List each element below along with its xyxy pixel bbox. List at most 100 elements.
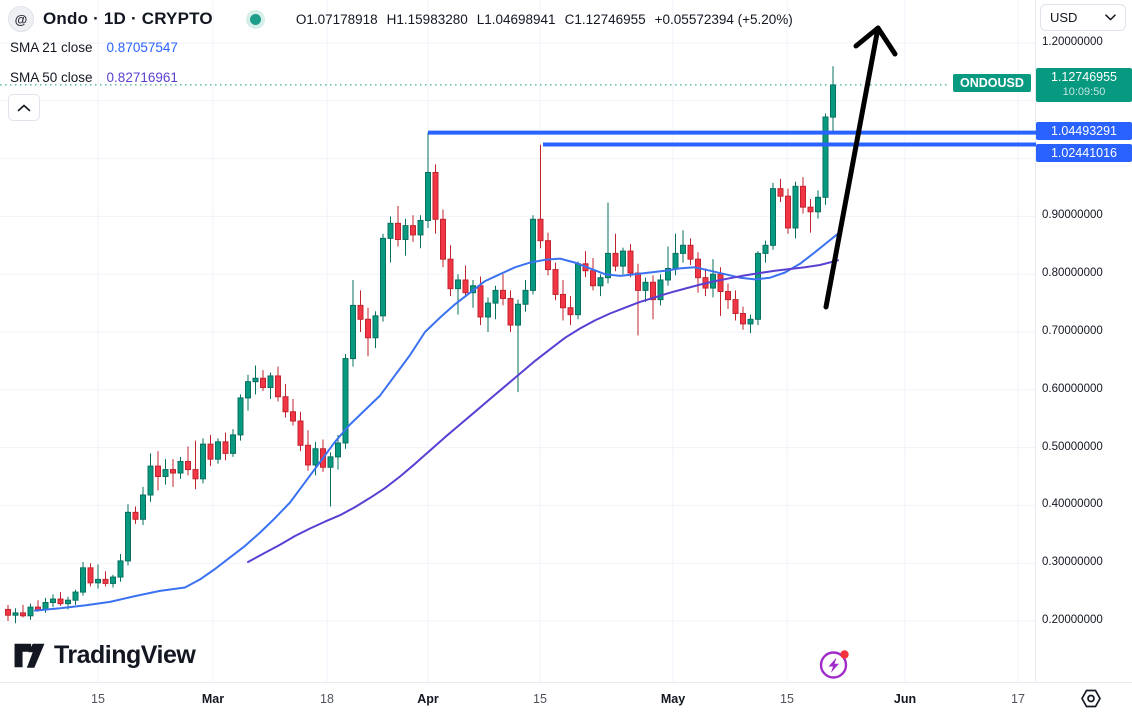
time-axis-label: Mar — [201, 692, 225, 706]
candle-body-up — [770, 188, 776, 246]
hexagon-nut-icon — [1081, 689, 1101, 708]
candle-body-down — [635, 272, 641, 291]
candle-body-up — [522, 289, 529, 305]
candle-body-down — [447, 258, 454, 290]
candle-body-down — [462, 279, 469, 294]
candle-body-up — [65, 599, 71, 605]
time-axis-label: Jun — [893, 692, 917, 706]
sma50-line[interactable] — [247, 259, 839, 563]
candle-body-up — [215, 441, 221, 460]
indicator-legend-sma50[interactable]: SMA 50 close 0.82716961 — [10, 70, 178, 85]
candle-body-up — [387, 222, 394, 239]
candle-body-up — [267, 375, 274, 388]
last-price-badge: 1.12746955 10:09:50 — [1036, 67, 1132, 102]
candle-body-down — [612, 252, 619, 267]
candle-body-down — [432, 171, 439, 220]
candle-body-up — [335, 442, 341, 458]
ohlc-change: +0.05572394 (+5.20%) — [654, 11, 793, 27]
candle-body-down — [395, 222, 401, 241]
candle-body-down — [807, 206, 814, 213]
sma50-label: SMA 50 close — [10, 70, 93, 85]
candle-body-up — [42, 602, 49, 610]
candle-body-up — [342, 358, 349, 444]
candle-body-up — [620, 250, 626, 267]
time-axis-label: 15 — [780, 692, 794, 706]
candle-body-up — [665, 267, 671, 281]
candle-body-down — [477, 285, 484, 318]
candle-body-down — [275, 375, 281, 398]
candle-body-up — [177, 460, 184, 474]
candle-body-down — [732, 299, 739, 315]
sma21-line[interactable] — [34, 232, 839, 612]
price-axis-label: 0.30000000 — [1042, 556, 1103, 569]
candle-body-down — [687, 244, 694, 260]
candle-body-up — [140, 494, 146, 520]
tradingview-logo[interactable]: TradingView — [14, 641, 196, 670]
candle-body-up — [237, 397, 244, 436]
chevron-up-icon — [17, 104, 31, 111]
candle-body-down — [20, 612, 26, 617]
candle-body-down — [740, 313, 746, 325]
candle-body-up — [747, 318, 754, 325]
candle-body-down — [627, 250, 634, 274]
candle-body-up — [762, 244, 769, 254]
candle-body-up — [50, 598, 56, 604]
candle-body-up — [575, 263, 581, 316]
price-axis-label: 0.20000000 — [1042, 614, 1103, 626]
candle-body-down — [192, 469, 199, 480]
candle-body-down — [185, 460, 191, 471]
sma50-value: 0.82716961 — [106, 70, 178, 85]
candle-body-up — [597, 277, 604, 287]
candle-body-up — [792, 185, 799, 229]
candle-body-up — [117, 560, 124, 578]
candle-body-up — [822, 116, 829, 198]
price-axis-label: 0.40000000 — [1042, 498, 1103, 511]
candle-body-down — [290, 411, 296, 422]
candle-body-down — [35, 606, 41, 610]
price-axis-label: 1.20000000 — [1042, 36, 1103, 48]
price-axis-separator — [1035, 0, 1036, 682]
collapse-legend-button[interactable] — [8, 94, 40, 121]
candle-body-down — [567, 307, 574, 316]
candle-body-down — [207, 443, 214, 460]
last-price-symbol-badge[interactable]: ONDOUSD — [953, 73, 1031, 92]
level-price-badge-1[interactable]: 1.04493291 — [1036, 121, 1132, 140]
candle-body-down — [545, 240, 551, 271]
candle-body-down — [260, 377, 266, 388]
countdown-timer: 10:09:50 — [1062, 85, 1106, 98]
ohlc-values: O1.07178918 H1.15983280 L1.04698941 C1.1… — [296, 12, 793, 27]
candle-body-down — [155, 465, 161, 478]
level-price-badge-2[interactable]: 1.02441016 — [1036, 143, 1132, 162]
candle-body-up — [125, 511, 131, 562]
ohlc-high: H1.15983280 — [386, 11, 468, 27]
symbol-title[interactable]: Ondo · 1D · CRYPTO — [43, 9, 213, 28]
symbol-header[interactable]: @ Ondo · 1D · CRYPTO O1.07178918 H1.1598… — [8, 6, 793, 32]
currency-value: USD — [1050, 10, 1078, 25]
object-tree-button[interactable] — [1078, 687, 1104, 711]
candle-body-up — [147, 465, 154, 496]
time-axis-label: 15 — [91, 692, 105, 706]
candle-body-up — [200, 443, 206, 480]
candle-body-down — [102, 578, 109, 584]
candle-body-up — [350, 304, 356, 360]
candle-body-down — [357, 304, 364, 320]
time-axis-label: 17 — [1011, 692, 1025, 706]
lightning-bolt-icon — [819, 650, 849, 679]
candle-body-up — [110, 576, 116, 584]
candle-body-up — [230, 434, 236, 454]
flash-boost-button[interactable] — [816, 646, 853, 683]
notification-dot — [840, 650, 849, 659]
candle-body-down — [785, 195, 791, 229]
candle-body-up — [485, 302, 491, 318]
trend-arrow-head — [853, 25, 898, 57]
candle-body-down — [552, 269, 559, 295]
candle-body-down — [560, 293, 566, 309]
ondo-logo-icon: @ — [8, 6, 34, 32]
trend-arrow-line[interactable] — [823, 25, 881, 310]
indicator-legend-sma21[interactable]: SMA 21 close 0.87057547 — [10, 40, 178, 55]
tradingview-logo-icon — [14, 643, 45, 668]
candle-body-up — [252, 377, 259, 383]
candle-body-up — [380, 237, 386, 317]
currency-dropdown[interactable]: USD — [1040, 4, 1126, 31]
